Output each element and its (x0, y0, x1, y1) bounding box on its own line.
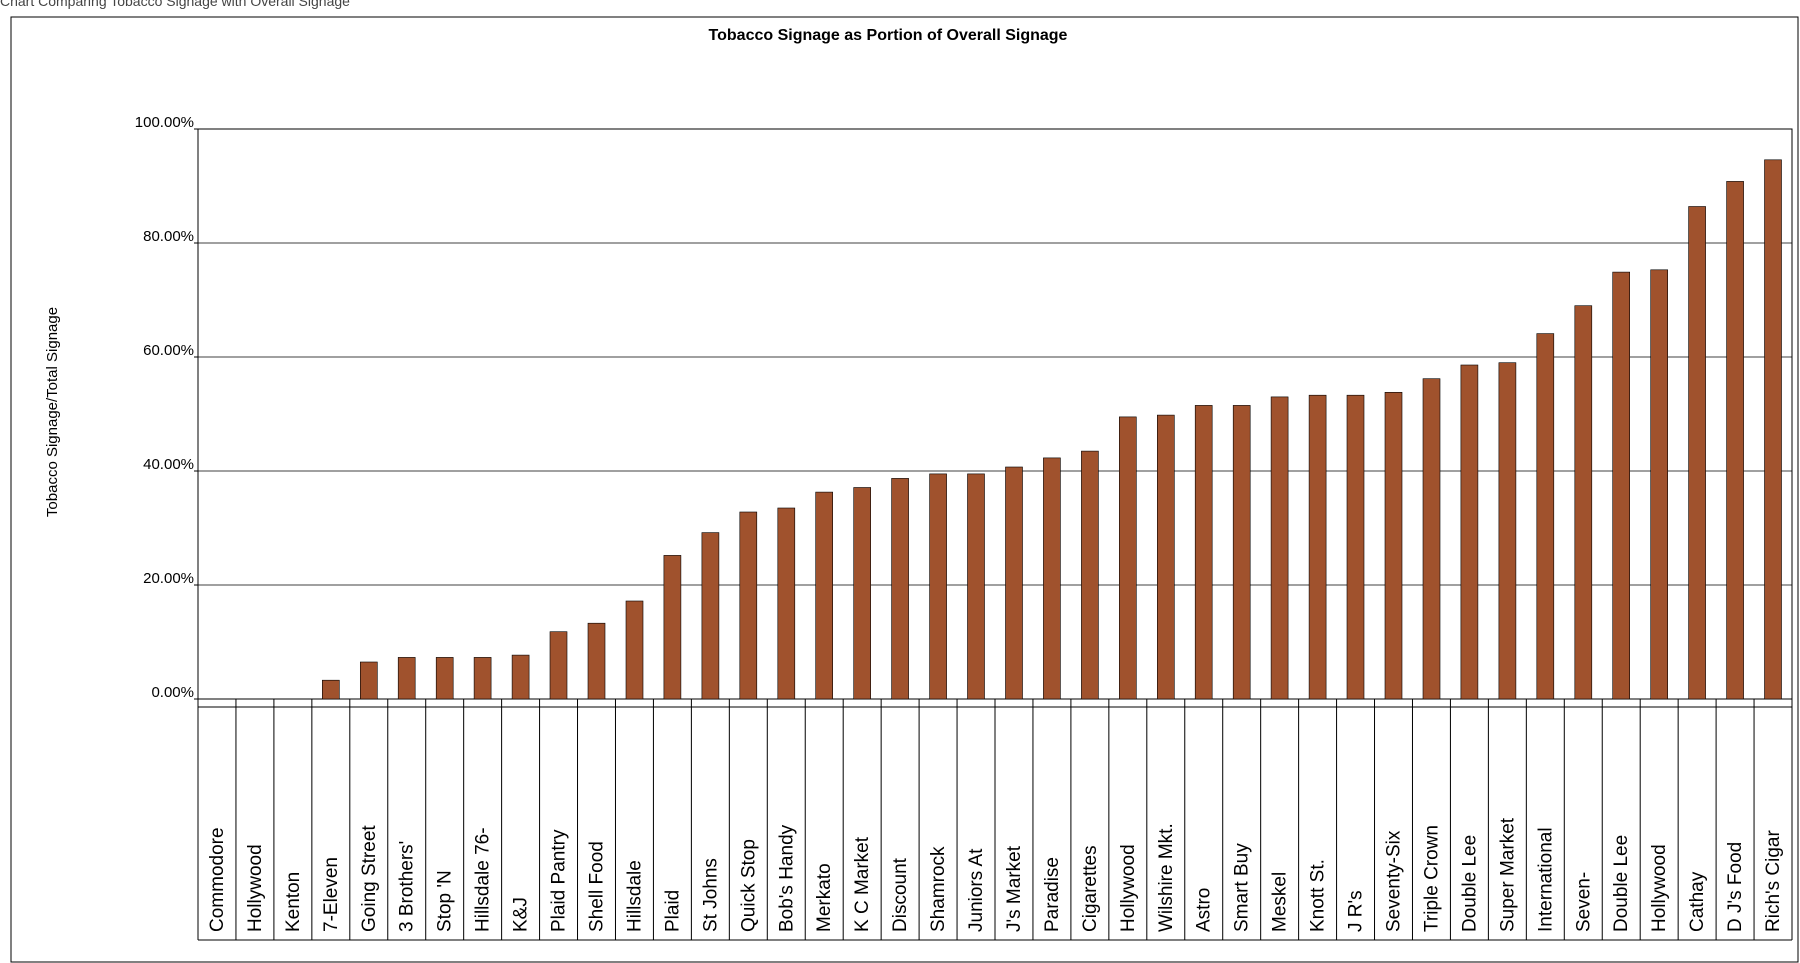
category-label: Double Lee (1459, 835, 1480, 932)
category-label: Stop 'N (435, 870, 456, 932)
bar (511, 654, 530, 700)
y-tick-label: 20.00% (143, 570, 194, 587)
y-tick-label: 100.00% (135, 114, 194, 131)
category-label: Juniors At (966, 848, 987, 932)
category-label: Wilshire Mkt. (1156, 823, 1177, 932)
category-label: Shamrock (928, 846, 949, 932)
bar (1157, 414, 1175, 700)
category-label: Paradise (1042, 857, 1063, 932)
category-label: Seven- (1573, 872, 1594, 932)
bar (739, 511, 758, 700)
y-tick-layer: 0.00% 20.00% 40.00% 60.00% 80.00% 100.00% (135, 114, 194, 701)
category-label: Hollywood (245, 844, 266, 932)
y-tick-label: 80.00% (143, 228, 194, 245)
bar (1460, 364, 1479, 700)
bars-layer (321, 159, 1782, 700)
chart-frame (10, 16, 1799, 963)
bar (701, 532, 720, 700)
category-label: Discount (890, 857, 911, 932)
category-label: 3 Brothers' (397, 841, 418, 932)
bar (1650, 269, 1668, 700)
bar (1081, 450, 1099, 700)
category-label: Hollywood (1649, 844, 1670, 932)
category-label: Hillsdale 76- (473, 827, 494, 932)
bar (397, 657, 416, 700)
category-label: 7-Eleven (321, 857, 342, 932)
bar (1043, 457, 1061, 700)
bar (891, 478, 909, 700)
category-label: Seventy-Six (1384, 830, 1405, 932)
category-label: Astro (1194, 888, 1215, 932)
category-label: St Johns (700, 858, 721, 932)
bar (1422, 378, 1441, 700)
category-label: Quick Stop (738, 839, 759, 932)
bar (1612, 271, 1630, 700)
bar (1688, 206, 1706, 700)
bar (1308, 394, 1327, 700)
category-label: Cigarettes (1080, 845, 1101, 932)
bar (1194, 405, 1213, 700)
bar (587, 622, 606, 700)
category-label: Commodore (207, 827, 228, 932)
category-label: K C Market (852, 836, 873, 932)
category-label: Plaid Pantry (549, 829, 570, 932)
category-label: Kenton (283, 872, 304, 932)
bar (853, 487, 872, 700)
category-label: Super Market (1497, 817, 1518, 932)
bar (1726, 181, 1744, 700)
y-axis-label: Tobacco Signage/Total Signage (44, 307, 61, 517)
category-label: International (1535, 827, 1556, 932)
bar (1119, 416, 1137, 700)
category-label: Triple Crown (1422, 825, 1443, 932)
category-label: Bob's Handy (776, 824, 797, 932)
bar (1005, 466, 1023, 700)
category-label: J R's (1346, 890, 1367, 932)
bar (549, 631, 568, 700)
bar (435, 657, 454, 700)
bar (1232, 405, 1251, 700)
category-label: K&J (511, 897, 532, 932)
bar (1574, 305, 1593, 700)
category-label: Double Lee (1611, 835, 1632, 932)
bar (815, 491, 834, 700)
category-label: Knott St. (1308, 859, 1329, 932)
category-label: Plaid (662, 890, 683, 932)
bar (1384, 391, 1403, 700)
bar (777, 507, 796, 700)
bar (1536, 333, 1555, 700)
category-label: Going Street (359, 825, 380, 932)
bar (359, 661, 378, 700)
y-tick-label: 0.00% (151, 684, 194, 701)
category-label: D J's Food (1725, 842, 1746, 932)
bar (1346, 394, 1365, 700)
bar (1764, 159, 1782, 700)
category-label: Hillsdale (625, 860, 646, 932)
category-label: Merkato (814, 863, 835, 932)
y-tick-label: 60.00% (143, 342, 194, 359)
category-label: Cathay (1687, 871, 1708, 932)
page-caption: Chart Comparing Tobacco Signage with Ove… (0, 0, 350, 9)
y-tick-label: 40.00% (143, 456, 194, 473)
bar (473, 657, 492, 700)
category-label: J's Market (1004, 845, 1025, 932)
bar (625, 600, 644, 700)
bar (967, 473, 985, 700)
category-label: Rich's Cigar (1763, 830, 1784, 932)
category-label: Hollywood (1118, 844, 1139, 932)
bar (929, 473, 947, 700)
category-label: Smart Buy (1232, 843, 1253, 932)
category-label: Shell Food (587, 841, 608, 932)
bar (1270, 396, 1289, 700)
bar (663, 555, 682, 700)
bar (321, 679, 340, 700)
category-label: Meskel (1270, 872, 1291, 932)
category-table: Commodore Hollywood Kenton 7-Eleven Going St… (197, 699, 1793, 941)
bar (1498, 362, 1517, 700)
chart-title: Tobacco Signage as Portion of Overall Si… (709, 27, 1068, 44)
